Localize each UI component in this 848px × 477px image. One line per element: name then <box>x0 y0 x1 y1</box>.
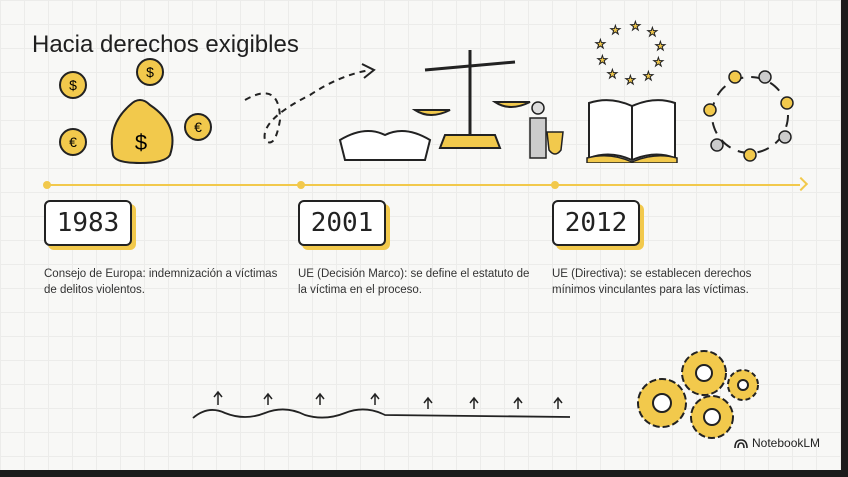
svg-text:$: $ <box>146 64 154 80</box>
scales-of-justice-illustration <box>338 50 564 161</box>
gears-illustration <box>637 350 759 439</box>
svg-text:★: ★ <box>630 19 641 33</box>
svg-text:★: ★ <box>653 55 664 69</box>
svg-text:★: ★ <box>597 53 608 67</box>
svg-text:$: $ <box>69 77 77 93</box>
svg-text:★: ★ <box>643 69 654 83</box>
event-description: Consejo de Europa: indemnización a vícti… <box>44 268 278 296</box>
year-badge: 2001 <box>298 200 386 246</box>
svg-text:★: ★ <box>610 23 621 37</box>
slide-title: Hacia derechos exigibles <box>32 31 299 58</box>
brand-name: NotebookLM <box>752 436 821 450</box>
svg-text:★: ★ <box>607 67 618 81</box>
svg-text:★: ★ <box>625 73 636 87</box>
svg-text:$: $ <box>135 130 147 155</box>
timeline-line <box>46 184 800 186</box>
svg-text:€: € <box>194 119 202 135</box>
event-description: UE (Directiva): se establecen derechos m… <box>552 268 752 296</box>
svg-text:★: ★ <box>647 25 658 39</box>
timeline-arrowhead <box>793 176 809 192</box>
people-circle-illustration <box>703 70 794 162</box>
svg-text:★: ★ <box>655 39 666 53</box>
svg-text:★: ★ <box>595 37 606 51</box>
event-description: UE (Decisión Marco): se define el estatu… <box>298 268 530 296</box>
timeline-dot <box>297 181 305 189</box>
svg-text:€: € <box>69 134 77 150</box>
timeline-dot <box>551 181 559 189</box>
year-badge: 1983 <box>44 200 132 246</box>
notebooklm-icon <box>734 438 748 448</box>
year-badge: 2012 <box>552 200 640 246</box>
dashed-arrow-illustration <box>244 63 376 144</box>
eu-book-illustration: ★ ★★★★★★★★★ <box>586 19 678 163</box>
slide: Hacia derechos exigibles $ $ € € $ ★ ★ ★ ★ ★… <box>0 0 841 470</box>
wavy-line-arrows-illustration <box>192 390 571 419</box>
notebooklm-logo: NotebookLM <box>734 436 820 450</box>
timeline-dot <box>43 181 51 189</box>
coins-moneybag-illustration: $ $ € € $ <box>59 58 212 165</box>
